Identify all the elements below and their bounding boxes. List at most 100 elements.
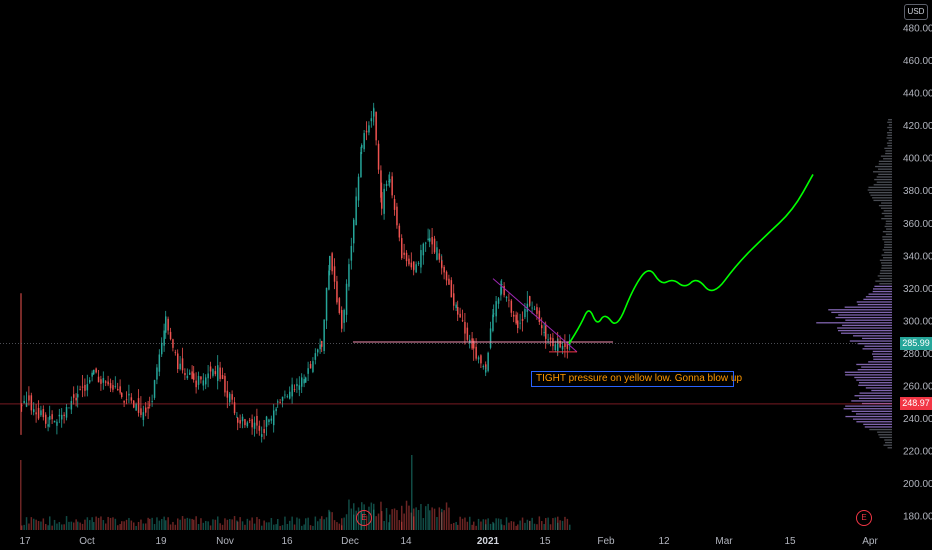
volume-profile-bar bbox=[864, 426, 892, 428]
volume-bar bbox=[89, 520, 91, 530]
x-tick-label: 15 bbox=[539, 536, 551, 547]
volume-bar bbox=[140, 519, 142, 530]
candle-body bbox=[200, 376, 202, 380]
candle-body bbox=[35, 412, 37, 415]
volume-profile-bar bbox=[857, 303, 892, 306]
volume-bar bbox=[526, 519, 529, 530]
candle-body bbox=[33, 409, 35, 413]
volume-bar bbox=[425, 506, 427, 530]
volume-profile-bar bbox=[854, 376, 892, 379]
volume-bar bbox=[333, 520, 336, 530]
volume-bar bbox=[81, 523, 84, 530]
volume-bar bbox=[184, 518, 186, 530]
annotation-note[interactable]: TIGHT pressure on yellow low. Gonna blow… bbox=[531, 371, 742, 387]
candle-body bbox=[441, 261, 443, 268]
volume-profile-bar bbox=[874, 285, 892, 287]
volume-bar bbox=[323, 519, 325, 530]
volume-bar bbox=[167, 517, 169, 530]
volume-bar bbox=[237, 521, 239, 530]
volume-bar bbox=[105, 523, 107, 530]
candle-body bbox=[398, 225, 401, 238]
candle-body bbox=[482, 366, 485, 368]
candle-body bbox=[363, 133, 365, 150]
y-tick-label: 280.00 bbox=[903, 349, 932, 360]
volume-bar bbox=[431, 507, 433, 530]
volume-profile-bar bbox=[882, 257, 892, 259]
candle-body bbox=[559, 341, 561, 348]
earnings-event-icon[interactable]: E bbox=[856, 510, 872, 526]
volume-profile-bar bbox=[885, 220, 892, 222]
volume-bar bbox=[231, 519, 233, 530]
candle-body bbox=[263, 429, 265, 433]
volume-bar bbox=[336, 522, 338, 530]
volume-bar bbox=[538, 516, 541, 530]
volume-bar bbox=[529, 520, 531, 530]
candle-body bbox=[256, 415, 258, 426]
volume-bar bbox=[77, 521, 79, 530]
y-tick-label: 340.00 bbox=[903, 251, 932, 262]
volume-bar bbox=[217, 516, 219, 530]
volume-profile-bar bbox=[851, 400, 892, 402]
volume-bar bbox=[350, 508, 353, 530]
volume-bar bbox=[226, 519, 229, 530]
volume-bar bbox=[471, 524, 473, 530]
volume-bar bbox=[279, 525, 281, 530]
volume-bar bbox=[79, 522, 81, 530]
volume-bar bbox=[353, 503, 355, 530]
volume-bar bbox=[375, 516, 377, 530]
candle-body bbox=[549, 337, 552, 340]
volume-bar bbox=[209, 525, 212, 530]
candle-body bbox=[513, 314, 515, 317]
volume-bar bbox=[142, 523, 145, 530]
candle-body bbox=[541, 325, 543, 329]
candle-body bbox=[145, 407, 147, 413]
x-tick-label: Oct bbox=[79, 536, 95, 547]
volume-bar bbox=[189, 518, 191, 530]
volume-profile-bar bbox=[857, 369, 892, 371]
candle-body bbox=[177, 353, 179, 370]
candle-body bbox=[526, 303, 529, 312]
volume-profile-bar bbox=[878, 160, 892, 163]
volume-bar bbox=[453, 522, 455, 530]
volume-profile-bar bbox=[816, 322, 892, 324]
volume-profile-bar bbox=[888, 119, 892, 121]
volume-profile-bar bbox=[884, 244, 892, 246]
volume-bar bbox=[172, 521, 174, 530]
volume-bar bbox=[224, 518, 226, 530]
volume-bar bbox=[380, 501, 382, 530]
volume-profile-bar bbox=[882, 249, 892, 251]
candle-body bbox=[489, 328, 492, 348]
volume-bar bbox=[497, 518, 500, 530]
volume-bar bbox=[401, 505, 403, 530]
volume-bar bbox=[40, 521, 42, 530]
volume-bar bbox=[329, 511, 331, 530]
candle-body bbox=[236, 416, 238, 418]
volume-bar bbox=[35, 519, 37, 530]
volume-profile-bar bbox=[851, 410, 892, 412]
volume-bar bbox=[244, 524, 246, 530]
volume-bar bbox=[293, 524, 296, 530]
volume-bar bbox=[75, 519, 77, 530]
candle-body bbox=[151, 401, 153, 402]
candle-body bbox=[473, 340, 475, 349]
candle-body bbox=[81, 386, 84, 388]
currency-badge[interactable]: USD bbox=[904, 4, 928, 20]
volume-profile-bar bbox=[886, 142, 892, 144]
volume-bar bbox=[398, 520, 401, 530]
volume-bar bbox=[328, 509, 330, 530]
volume-profile-bar bbox=[845, 415, 892, 418]
volume-bar bbox=[135, 525, 137, 530]
candle-body bbox=[30, 395, 33, 411]
volume-bar bbox=[73, 522, 75, 530]
volume-profile-bar bbox=[887, 447, 892, 449]
volume-profile-bar bbox=[884, 215, 892, 217]
volume-bar bbox=[149, 518, 151, 530]
volume-profile-bar bbox=[858, 397, 892, 399]
volume-bar bbox=[147, 517, 149, 530]
earnings-event-icon[interactable]: E bbox=[356, 510, 372, 526]
y-tick-label: 320.00 bbox=[903, 284, 932, 295]
candle-body bbox=[226, 390, 229, 398]
volume-bar bbox=[86, 517, 89, 530]
volume-bar bbox=[541, 521, 543, 530]
